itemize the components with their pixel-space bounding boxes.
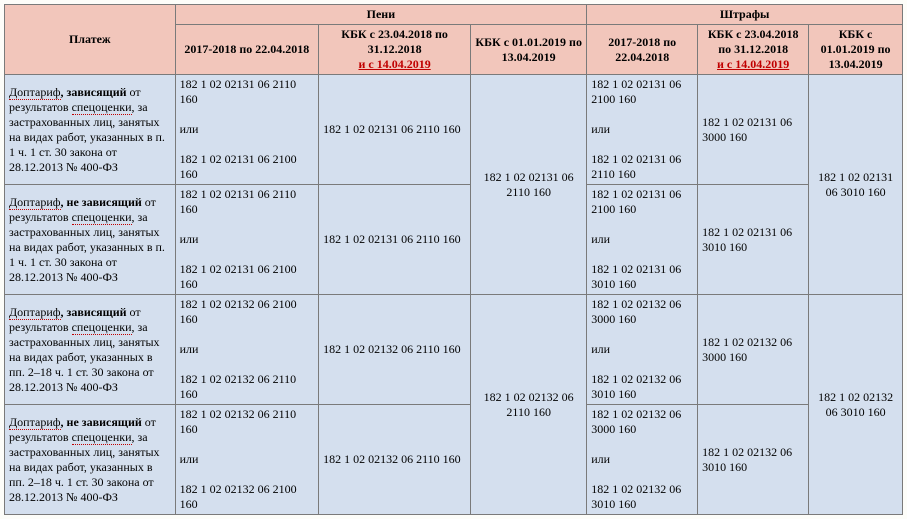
desc-cell: Доптариф, зависящий от результатов спецо…: [5, 295, 176, 405]
cell-c4: 182 1 02 02132 06 3000 160 или 182 1 02 …: [587, 295, 698, 405]
kbk-table: Платеж Пени Штрафы 2017-2018 по 22.04.20…: [4, 4, 903, 515]
table-row: Доптариф, не зависящий от результатов сп…: [5, 185, 903, 295]
cell-c2: 182 1 02 02132 06 2110 160: [319, 295, 471, 405]
cell-c4: 182 1 02 02132 06 3000 160 или 182 1 02 …: [587, 405, 698, 515]
desc-cell: Доптариф, зависящий от результатов спецо…: [5, 75, 176, 185]
cell-c3-merged: 182 1 02 02131 06 2110 160: [471, 75, 587, 295]
table-row: Доптариф, зависящий от результатов спецо…: [5, 75, 903, 185]
cell-c2: 182 1 02 02131 06 2110 160: [319, 185, 471, 295]
cell-c6-merged: 182 1 02 02131 06 3010 160: [809, 75, 903, 295]
cell-c4: 182 1 02 02131 06 2100 160 или 182 1 02 …: [587, 75, 698, 185]
desc-cell: Доптариф, не зависящий от результатов сп…: [5, 185, 176, 295]
table-body: Доптариф, зависящий от результатов спецо…: [5, 75, 903, 515]
cell-c1: 182 1 02 02132 06 2100 160 или 182 1 02 …: [175, 295, 319, 405]
cell-c5: 182 1 02 02132 06 3010 160: [698, 405, 809, 515]
cell-c2: 182 1 02 02131 06 2110 160: [319, 75, 471, 185]
table-row: Доптариф, не зависящий от результатов сп…: [5, 405, 903, 515]
header-col1: 2017-2018 по 22.04.2018: [175, 25, 319, 75]
cell-c5: 182 1 02 02131 06 3000 160: [698, 75, 809, 185]
header-col2: КБК с 23.04.2018 по 31.12.2018 и с 14.04…: [319, 25, 471, 75]
header-col4: 2017-2018 по 22.04.2018: [587, 25, 698, 75]
cell-c1: 182 1 02 02131 06 2110 160 или 182 1 02 …: [175, 185, 319, 295]
desc-cell: Доптариф, не зависящий от результатов сп…: [5, 405, 176, 515]
cell-c1: 182 1 02 02132 06 2110 160 или 182 1 02 …: [175, 405, 319, 515]
header-peni: Пени: [175, 5, 587, 25]
header-shtrafy: Штрафы: [587, 5, 903, 25]
cell-c6-merged: 182 1 02 02132 06 3010 160: [809, 295, 903, 515]
cell-c4: 182 1 02 02131 06 2100 160 или 182 1 02 …: [587, 185, 698, 295]
header-col5: КБК с 23.04.2018 по 31.12.2018 и с 14.04…: [698, 25, 809, 75]
header-col6: КБК с 01.01.2019 по 13.04.2019: [809, 25, 903, 75]
cell-c5: 182 1 02 02132 06 3000 160: [698, 295, 809, 405]
cell-c5: 182 1 02 02131 06 3010 160: [698, 185, 809, 295]
cell-c2: 182 1 02 02132 06 2110 160: [319, 405, 471, 515]
table-row: Доптариф, зависящий от результатов спецо…: [5, 295, 903, 405]
cell-c3-merged: 182 1 02 02132 06 2110 160: [471, 295, 587, 515]
cell-c1: 182 1 02 02131 06 2110 160 или 182 1 02 …: [175, 75, 319, 185]
header-payment: Платеж: [5, 5, 176, 75]
header-col3: КБК с 01.01.2019 по 13.04.2019: [471, 25, 587, 75]
